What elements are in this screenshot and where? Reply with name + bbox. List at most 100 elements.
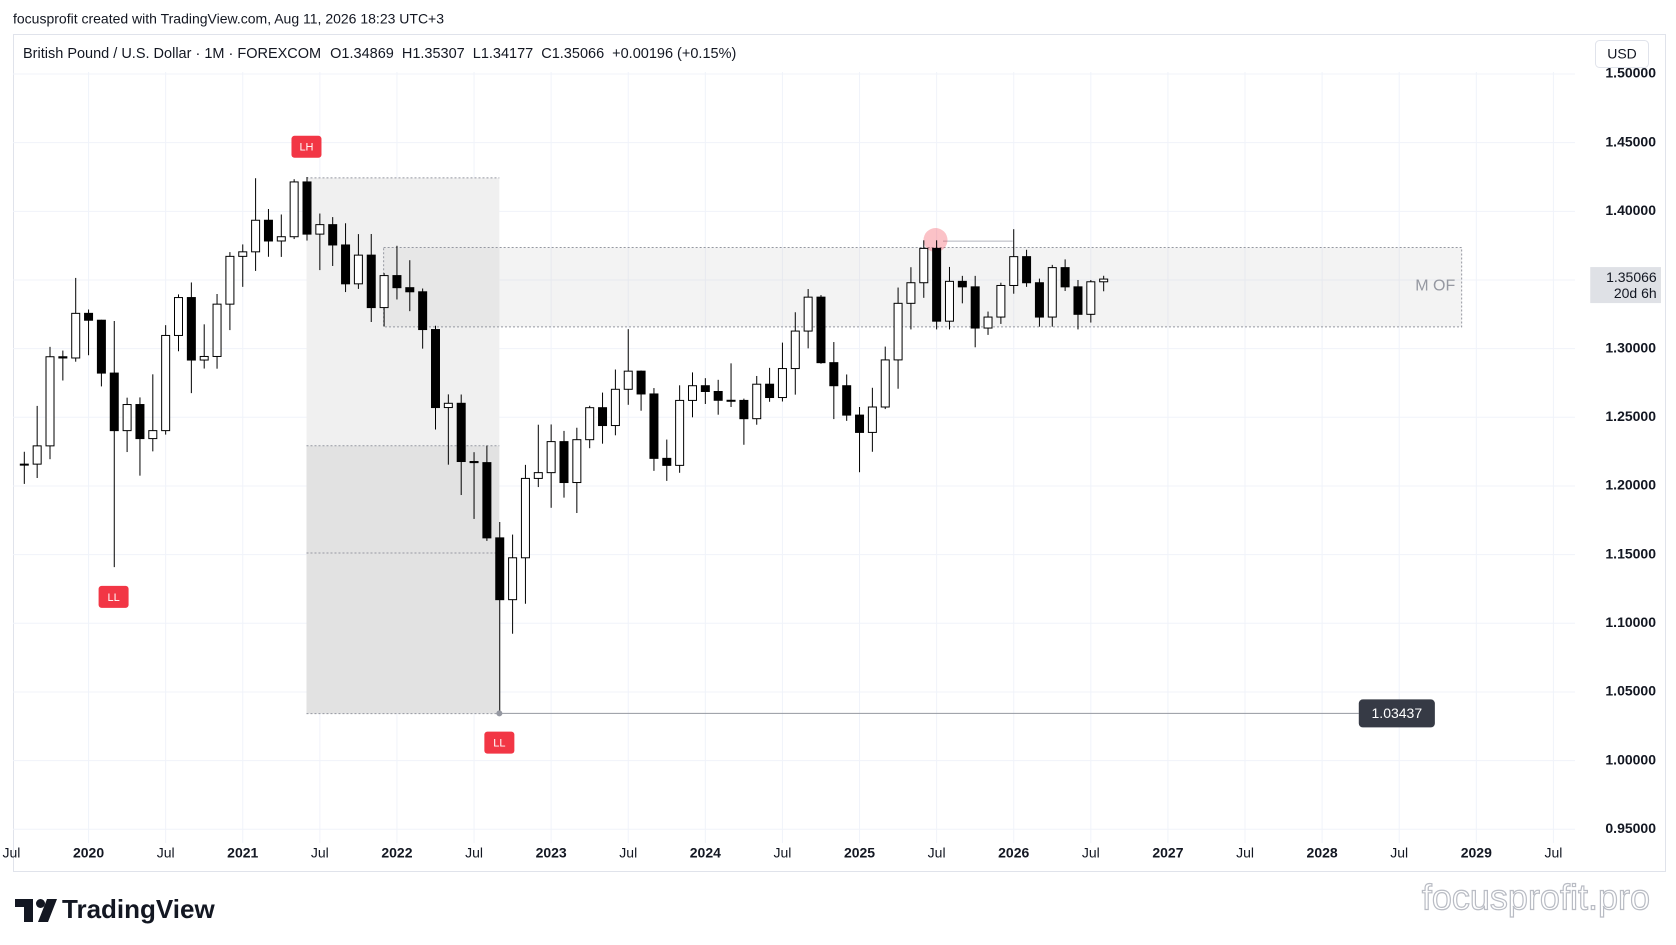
x-tick-label: 2029 <box>1461 845 1492 861</box>
candle-body-down <box>649 393 659 459</box>
candle-body-up <box>315 224 325 235</box>
price-line-tag <box>1358 699 1435 728</box>
candle-body-up <box>996 284 1006 318</box>
candle-body-up <box>867 406 877 433</box>
candle-body-up <box>546 441 556 474</box>
candle-body-up <box>276 236 286 242</box>
candle-body-down <box>726 399 736 402</box>
candle-body-down <box>1034 282 1044 318</box>
y-tick-label: 1.30000 <box>1605 339 1656 355</box>
swing-tag-label: LL <box>493 738 505 750</box>
candle-body-down <box>559 441 569 484</box>
candle-body-up <box>251 219 261 253</box>
x-tick-label: Jul <box>311 845 329 861</box>
x-tick-label: 2024 <box>690 845 721 861</box>
candle-body-up <box>533 472 543 479</box>
candle-body-down <box>366 254 376 309</box>
candle-body-up <box>944 280 954 322</box>
ohlc-label: O <box>330 46 341 62</box>
logo-icon-dot <box>36 899 45 908</box>
x-tick-label: 2026 <box>998 845 1029 861</box>
x-tick-label: 2021 <box>227 845 258 861</box>
x-tick-label: 2020 <box>73 845 104 861</box>
candle-body-down <box>636 370 646 395</box>
candle-body-down <box>109 372 119 432</box>
candle-body-up <box>610 388 620 427</box>
x-tick-label: 2025 <box>844 845 875 861</box>
y-tick-label: 1.40000 <box>1605 202 1656 218</box>
candle-body-down <box>456 402 466 463</box>
candle-body-up <box>777 368 787 399</box>
x-tick-label: 2027 <box>1152 845 1183 861</box>
candle-body-down <box>405 287 415 293</box>
candle-body-up <box>45 356 55 447</box>
ohlc-low: 1.34177 <box>481 46 533 62</box>
currency-button[interactable] <box>1595 40 1649 68</box>
swing-tag-label: LL <box>107 592 119 604</box>
candle-body-up <box>790 330 800 370</box>
x-tick-label: Jul <box>3 845 21 861</box>
candle-body-down <box>700 385 710 392</box>
candle-body-down <box>482 462 492 539</box>
candle-body-down <box>328 224 338 246</box>
ohlc-label: L <box>473 46 481 62</box>
x-tick-label: 2023 <box>536 845 567 861</box>
candle-body-up <box>443 402 453 409</box>
attribution: focusprofit created with TradingView.com… <box>13 11 444 27</box>
current-price: 1.35066 <box>1606 269 1657 285</box>
candle-body-up <box>148 430 158 440</box>
candle-body-down <box>302 181 312 235</box>
candle-body-down <box>96 319 106 374</box>
ohlc-label: C <box>541 46 551 62</box>
range-zone-upper <box>306 177 500 446</box>
candle-body-up <box>199 355 209 361</box>
y-tick-label: 1.25000 <box>1605 408 1656 424</box>
candle-body-up <box>752 383 762 420</box>
y-tick-label: 1.50000 <box>1605 65 1656 81</box>
ohlc-high: 1.35307 <box>412 46 464 62</box>
ohlc-label: H <box>402 46 412 62</box>
candle-body-up <box>173 297 183 336</box>
legend-background <box>14 36 1582 72</box>
candle-body-down <box>84 312 94 321</box>
candle-body-up <box>919 247 929 284</box>
candle-body-up <box>289 181 299 238</box>
price-line-label: 1.03437 <box>1372 705 1423 721</box>
candle-body-down <box>392 275 402 289</box>
candle-body-down <box>418 291 428 331</box>
price-line-anchor <box>496 710 503 717</box>
candle-body-down <box>58 356 68 359</box>
candle-body-up <box>906 282 916 304</box>
candle-body-up <box>161 334 171 432</box>
currency[interactable]: USD <box>1607 46 1637 62</box>
candle-body-down <box>186 297 196 361</box>
candle-body-up <box>212 303 222 357</box>
logo-icon <box>15 899 57 922</box>
swing-tag <box>484 731 515 754</box>
x-tick-label: Jul <box>465 845 483 861</box>
y-tick-label: 1.10000 <box>1605 614 1656 630</box>
candle-body-up <box>1047 267 1057 318</box>
candle-body-up <box>893 302 903 361</box>
candle-body-down <box>739 399 749 420</box>
range-zone-lower <box>306 445 500 714</box>
candle-body-up <box>572 439 582 484</box>
candle-body-down <box>263 219 273 242</box>
swing-tag <box>98 585 129 608</box>
ohlc-close: 1.35066 <box>552 46 604 62</box>
candle-body-up <box>1086 281 1096 315</box>
watermark: focusprofit.pro <box>1422 877 1650 918</box>
candle-body-up <box>1099 278 1109 283</box>
chart-frame <box>13 34 1666 872</box>
candle-body-down <box>430 329 440 409</box>
legend: British Pound / U.S. Dollar · 1M · FOREX… <box>23 46 736 62</box>
candle-body-up <box>983 316 993 329</box>
x-tick-label: Jul <box>1544 845 1562 861</box>
candle-body-down <box>598 407 608 427</box>
y-tick-label: 1.00000 <box>1605 751 1656 767</box>
x-tick-label: Jul <box>1390 845 1408 861</box>
candle-body-up <box>353 254 363 285</box>
bar-countdown: 20d 6h <box>1614 285 1657 301</box>
